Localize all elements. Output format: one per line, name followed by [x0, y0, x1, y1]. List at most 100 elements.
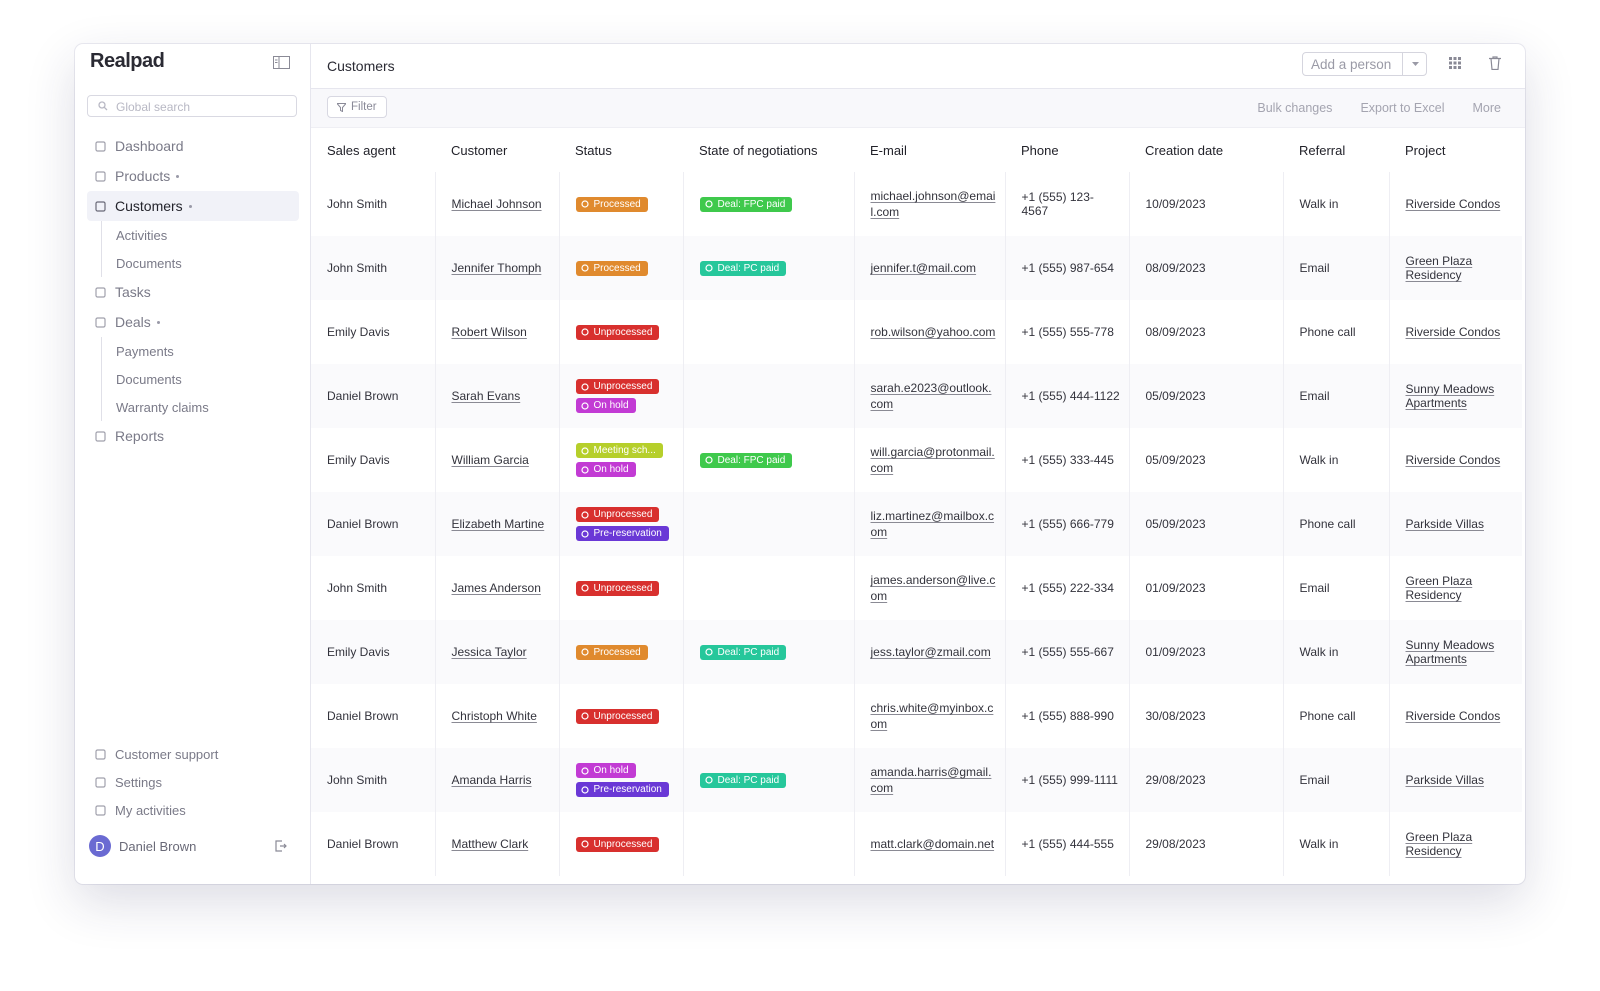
subnav-item[interactable]: Warranty claims	[102, 393, 299, 421]
email[interactable]: jess.taylor@zmail.com	[870, 645, 991, 659]
nav-item[interactable]: Dashboard	[87, 131, 299, 161]
cell: Daniel Brown	[311, 684, 436, 748]
nav: Dashboard Products Customers Activities Docu…	[87, 131, 299, 451]
cell: liz.martinez@mailbox.com	[854, 492, 1006, 556]
bottom-nav-item[interactable]: Customer support	[87, 740, 299, 768]
customer[interactable]: Sarah Evans	[451, 389, 521, 403]
badge-label: Unprocessed	[593, 838, 653, 850]
email[interactable]: matt.clark@domain.net	[870, 837, 995, 851]
nav-item[interactable]: Customers	[87, 191, 299, 221]
email[interactable]: sarah.e2023@outlook.com	[870, 381, 992, 411]
badge-label: Processed	[593, 646, 641, 658]
customer[interactable]: Amanda Harris	[451, 773, 532, 787]
cell: John Smith	[311, 236, 436, 300]
cell: amanda.harris@gmail.com	[854, 748, 1006, 812]
project[interactable]: Riverside Condos	[1405, 709, 1501, 723]
project[interactable]: Green Plaza Residency	[1405, 574, 1473, 602]
subnav-label: Warranty claims	[116, 399, 209, 415]
referral: Walk in	[1299, 197, 1339, 211]
status-badge: Processed	[575, 644, 648, 660]
customer[interactable]: Jennifer Thomph	[451, 261, 542, 275]
header-row: Sales agent Customer Status State of negoti…	[311, 128, 1522, 172]
subnav-label: Documents	[116, 255, 182, 271]
email[interactable]: chris.white@myinbox.com	[870, 701, 994, 731]
cell: 05/09/2023	[1129, 492, 1284, 556]
toolbar-action[interactable]: Export to Excel	[1360, 101, 1445, 115]
status-badge: Meeting sch...	[575, 443, 663, 458]
project[interactable]: Sunny Meadows Apartments	[1405, 382, 1495, 410]
filter-button[interactable]: Filter	[327, 96, 387, 118]
email[interactable]: james.anderson@live.com	[870, 573, 996, 603]
email[interactable]: liz.martinez@mailbox.com	[870, 509, 995, 539]
cell: Emily Davis	[311, 620, 436, 684]
project[interactable]: Riverside Condos	[1405, 325, 1501, 339]
toolbar-action[interactable]: More	[1472, 101, 1501, 115]
subnav-item[interactable]: Documents	[102, 365, 299, 393]
customer[interactable]: James Anderson	[451, 581, 541, 595]
email[interactable]: rob.wilson@yahoo.com	[870, 325, 996, 339]
column-header: Customer	[451, 142, 508, 158]
bottom-nav: Customer support Settings My activities	[87, 740, 299, 824]
email[interactable]: michael.johnson@email.com	[870, 189, 996, 219]
table-row: John Smith James Anderson Unprocessed james…	[311, 556, 1522, 620]
phone: +1 (555) 987-654	[1021, 261, 1114, 275]
email[interactable]: jennifer.t@mail.com	[870, 261, 977, 275]
cell: +1 (555) 444-1122	[1005, 364, 1130, 428]
bottom-nav-item[interactable]: Settings	[87, 768, 299, 796]
created: 30/08/2023	[1145, 709, 1206, 723]
project[interactable]: Sunny Meadows Apartments	[1405, 638, 1495, 666]
status-badge: Unprocessed	[575, 836, 660, 852]
customer[interactable]: William Garcia	[451, 453, 529, 467]
global-search[interactable]: Global search	[87, 95, 297, 117]
nav-item[interactable]: Deals	[87, 307, 299, 337]
customer[interactable]: Matthew Clark	[451, 837, 529, 851]
logout-icon[interactable]	[275, 840, 287, 852]
cell: 01/09/2023	[1129, 620, 1284, 684]
table-row: Daniel Brown Elizabeth Martine Unprocessed…	[311, 492, 1522, 556]
badge-label: On hold	[593, 464, 629, 475]
cell: matt.clark@domain.net	[854, 812, 1006, 876]
customer[interactable]: Elizabeth Martine	[451, 517, 545, 531]
grid-icon[interactable]	[1449, 57, 1461, 69]
cell: Deal: PC paid	[683, 748, 855, 812]
nav-item[interactable]: Reports	[87, 421, 299, 451]
project[interactable]: Green Plaza Residency	[1405, 830, 1473, 858]
customer[interactable]: Michael Johnson	[451, 197, 542, 211]
email[interactable]: amanda.harris@gmail.com	[870, 765, 992, 795]
project[interactable]: Riverside Condos	[1405, 453, 1501, 467]
user[interactable]: D Daniel Brown	[89, 835, 196, 857]
subnav-item[interactable]: Activities	[102, 221, 299, 249]
badge-stack: Unprocessed	[575, 323, 675, 342]
project[interactable]: Parkside Villas	[1405, 773, 1484, 787]
email[interactable]: will.garcia@protonmail.com	[870, 445, 995, 475]
filter-label: Filter	[351, 101, 377, 113]
badge-label: Unprocessed	[593, 381, 653, 392]
toolbar-action[interactable]: Bulk changes	[1257, 101, 1333, 115]
add-button[interactable]: Add a person	[1302, 52, 1427, 76]
project[interactable]: Riverside Condos	[1405, 197, 1501, 211]
customer[interactable]: Christoph White	[451, 709, 537, 723]
badge-label: Deal: PC paid	[717, 262, 780, 274]
subnav-item[interactable]: Payments	[102, 337, 299, 365]
referral: Phone call	[1299, 517, 1356, 531]
customer[interactable]: Jessica Taylor	[451, 645, 527, 659]
nav-label: Reports	[115, 428, 165, 444]
status-badge: Deal: FPC paid	[699, 452, 793, 468]
subnav-item[interactable]: Documents	[102, 249, 299, 277]
cell: 05/09/2023	[1129, 364, 1284, 428]
cell: Green Plaza Residency	[1389, 812, 1522, 876]
cell: Robert Wilson	[435, 300, 560, 364]
project[interactable]: Green Plaza Residency	[1405, 254, 1473, 282]
cell: Jennifer Thomph	[435, 236, 560, 300]
project[interactable]: Parkside Villas	[1405, 517, 1484, 531]
trash-icon[interactable]	[1489, 56, 1501, 70]
collapse-icon[interactable]	[273, 56, 290, 69]
cell	[683, 684, 855, 748]
nav-item[interactable]: Tasks	[87, 277, 299, 307]
cell: sarah.e2023@outlook.com	[854, 364, 1006, 428]
sales-agent: Daniel Brown	[327, 517, 399, 531]
customer[interactable]: Robert Wilson	[451, 325, 527, 339]
bottom-nav-item[interactable]: My activities	[87, 796, 299, 824]
cell: jess.taylor@zmail.com	[854, 620, 1006, 684]
nav-item[interactable]: Products	[87, 161, 299, 191]
